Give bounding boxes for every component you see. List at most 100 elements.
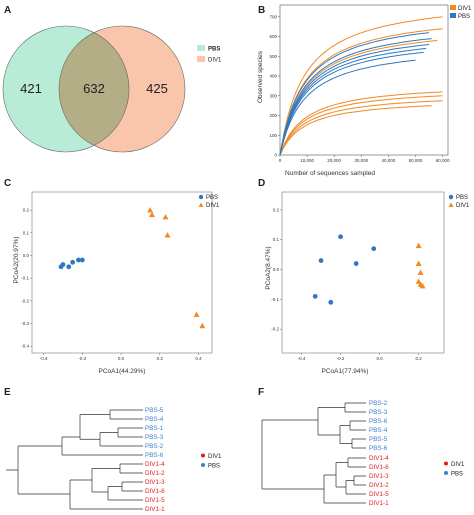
- leaf-label-f: DIV1-6: [369, 464, 389, 471]
- legend-marker-div1-e: [201, 453, 205, 458]
- rarefaction-curve-pbs: [279, 51, 424, 156]
- y-tick-label-b: 500: [269, 54, 277, 59]
- panel-d: D -0.4 -0.2 0.0 0.2 -0.2 -0.1 0.0 0.1 0.2 PCoA1(…: [258, 178, 470, 375]
- x-tick-label-b: 40,000: [382, 158, 396, 163]
- leaf-label-e: PBS-5: [145, 407, 164, 414]
- y-tick-label-b: 200: [269, 113, 277, 118]
- point-div1-d: [415, 242, 422, 249]
- legend-label-div1-d: DIV1: [456, 203, 470, 209]
- dendrogram-branch-f: [347, 457, 366, 468]
- dendrogram-e: PBS-5 PBS-4 PBS-1 PBS-3 PBS-2 PBS-6 DIV1-4 DIV1…: [6, 407, 165, 513]
- leaf-label-f: DIV1-3: [369, 473, 389, 480]
- x-axis-label-c: PCoA1(44.29%): [99, 368, 146, 375]
- leaf-label-f: DIV1-5: [369, 491, 389, 498]
- legend-label-pbs-c: PBS: [206, 195, 218, 201]
- point-pbs-d: [312, 293, 318, 299]
- rarefaction-curve-pbs: [279, 59, 416, 156]
- dendrogram-branch-f: [317, 407, 345, 436]
- point-div1-c: [199, 322, 206, 329]
- panel-a: A 421 632 425 PBS DIV1: [2, 5, 222, 153]
- y-tick-label-c: -0.2: [21, 298, 29, 303]
- point-pbs-d: [353, 261, 359, 266]
- leaf-label-e: DIV1-6: [145, 488, 165, 495]
- rarefaction-curve-div1: [279, 16, 443, 156]
- legend-swatch-pbs: [197, 45, 205, 51]
- y-axis-label-b: Observed species: [257, 50, 264, 103]
- venn-outline-div1: [58, 25, 186, 153]
- panel-label-d: D: [258, 178, 265, 189]
- dendrogram-branch-e: [99, 432, 143, 447]
- legend-label-pbs-d: PBS: [456, 195, 468, 201]
- panel-label-b: B: [258, 5, 265, 16]
- leaf-label-e: PBS-4: [145, 416, 164, 423]
- venn-count-pbs-only: 421: [20, 81, 42, 96]
- leaf-label-e: PBS-1: [145, 425, 164, 432]
- legend-marker-pbs-f: [444, 471, 448, 475]
- legend-marker-pbs-c: [198, 194, 204, 200]
- dendrogram-branch-f: [353, 475, 366, 486]
- panel-label-a: A: [4, 5, 11, 16]
- point-pbs-c: [76, 257, 81, 263]
- dendrogram-branch-f: [344, 402, 366, 413]
- point-pbs-d: [318, 258, 324, 263]
- y-tick-label-c: -0.4: [21, 344, 29, 349]
- dendrogram-branch-e: [79, 414, 110, 440]
- dendrogram-branch-e: [107, 486, 143, 501]
- legend-marker-div1-c: [198, 202, 204, 207]
- point-div1-c: [149, 211, 155, 218]
- plot-frame-c: [31, 191, 213, 354]
- leaf-label-f: PBS-5: [369, 436, 388, 443]
- panel-label-f: F: [258, 387, 264, 398]
- dendrogram-branch-f: [323, 474, 366, 504]
- y-tick-label-b: 600: [269, 34, 277, 39]
- rarefaction-curve-div1: [279, 95, 443, 156]
- panel-label-e: E: [4, 387, 11, 398]
- point-pbs-c: [70, 259, 76, 265]
- point-pbs-c: [60, 262, 66, 267]
- y-tick-label-b: 400: [269, 74, 277, 79]
- y-axis-label-c: PCoA2(20.97%): [13, 237, 20, 284]
- leaf-label-e: PBS-3: [145, 434, 164, 441]
- point-div1-c: [193, 311, 200, 317]
- leaf-label-f: PBS-6: [369, 445, 388, 452]
- legend-label-div1-b: DIV1: [458, 6, 472, 12]
- plot-frame-d: [281, 191, 445, 354]
- panel-f: F PBS-2 PBS-3 PBS-6 PBS-4 PBS-5 PBS-6 DIV1-4 DI…: [258, 387, 465, 507]
- y-tick-label-b: 0: [274, 153, 277, 158]
- x-tick-label-b: 0: [279, 158, 282, 163]
- y-tick-label-d: -0.2: [271, 327, 279, 332]
- venn-overlap: [59, 32, 129, 146]
- leaf-label-e: DIV1-1: [145, 506, 165, 513]
- rarefaction-curve-pbs: [279, 32, 430, 156]
- rarefaction-curve-div1: [279, 28, 443, 156]
- legend-label-div1: DIV1: [208, 58, 222, 64]
- dendrogram-branch-f: [345, 480, 366, 495]
- x-tick-label-b: 10,000: [300, 158, 314, 163]
- x-tick-label-b: 60,000: [436, 158, 450, 163]
- dendrogram-branch-f: [339, 425, 352, 444]
- x-tick-label-d: 0.2: [415, 356, 422, 361]
- panel-label-c: C: [4, 178, 11, 189]
- leaf-label-e: DIV1-5: [145, 497, 165, 504]
- venn-count-div1-only: 425: [146, 81, 168, 96]
- y-tick-label-b: 100: [269, 133, 277, 138]
- legend-label-div1-e: DIV1: [208, 454, 222, 460]
- panel-b: B 0 100 200 300 400 500 600 700 0 10,000 20,000 30,…: [257, 4, 472, 177]
- leaf-label-f: PBS-4: [369, 427, 388, 434]
- dendrogram-branch-e: [69, 479, 143, 510]
- x-tick-label-b: 30,000: [354, 158, 368, 163]
- point-pbs-c: [79, 257, 85, 263]
- x-tick-label-c: -0.2: [78, 356, 86, 361]
- leaf-label-e: DIV1-4: [145, 461, 165, 468]
- venn-count-overlap: 632: [83, 81, 105, 96]
- y-tick-label-c: -0.1: [21, 276, 29, 281]
- point-div1-c: [147, 207, 154, 213]
- rarefaction-curve-div1: [279, 91, 443, 156]
- x-tick-label-c: 0.2: [157, 356, 164, 361]
- x-tick-label-d: 0.0: [376, 356, 383, 361]
- leaf-label-e: DIV1-3: [145, 479, 165, 486]
- pcoa-plot-d: -0.4 -0.2 0.0 0.2 -0.2 -0.1 0.0 0.1 0.2: [271, 191, 445, 361]
- point-div1-d: [419, 282, 426, 289]
- x-tick-label-b: 50,000: [409, 158, 423, 163]
- point-div1-d: [417, 269, 424, 275]
